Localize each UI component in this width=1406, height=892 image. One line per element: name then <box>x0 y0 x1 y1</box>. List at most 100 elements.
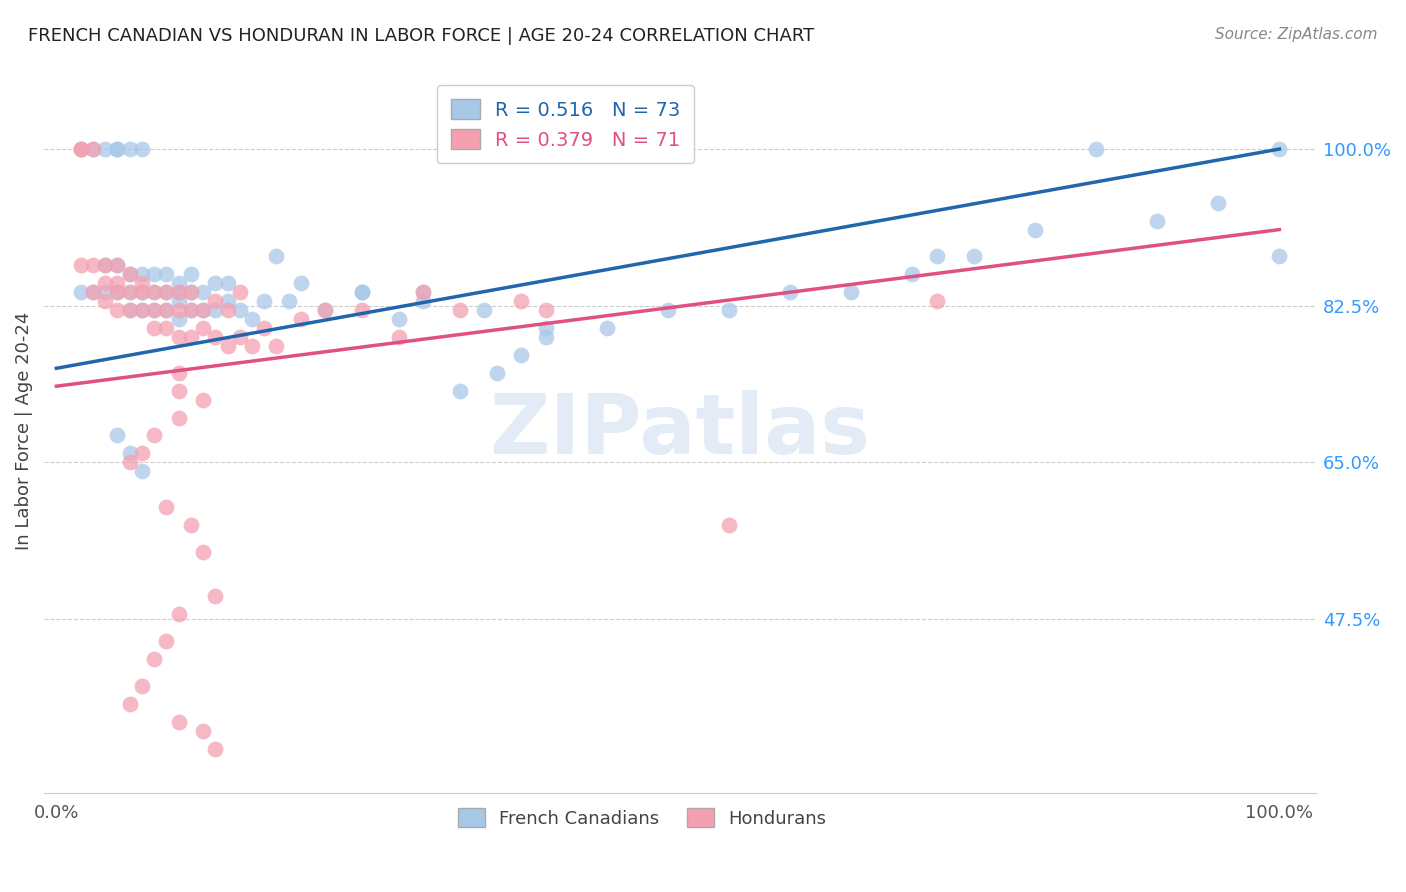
Point <box>107 142 129 156</box>
Point <box>204 590 226 604</box>
Point <box>290 277 312 291</box>
Point <box>131 679 153 693</box>
Point <box>217 277 239 291</box>
Point <box>107 259 129 273</box>
Point <box>229 285 252 300</box>
Point <box>167 294 190 309</box>
Point <box>217 339 239 353</box>
Point <box>191 545 214 559</box>
Point <box>191 723 214 738</box>
Point <box>94 259 117 273</box>
Point <box>596 321 619 335</box>
Point <box>143 285 166 300</box>
Point <box>449 303 471 318</box>
Point <box>167 366 190 380</box>
Point <box>204 294 226 309</box>
Point <box>240 339 263 353</box>
Point <box>167 285 190 300</box>
Point <box>1268 142 1291 156</box>
Y-axis label: In Labor Force | Age 20-24: In Labor Force | Age 20-24 <box>15 311 32 550</box>
Point <box>69 142 91 156</box>
Text: ZIPatlas: ZIPatlas <box>489 391 870 472</box>
Point <box>131 464 153 478</box>
Point <box>925 294 948 309</box>
Point <box>94 285 117 300</box>
Point <box>155 285 177 300</box>
Point <box>839 285 862 300</box>
Point <box>118 285 141 300</box>
Point <box>69 142 91 156</box>
Point <box>534 303 557 318</box>
Point <box>131 446 153 460</box>
Point <box>485 366 508 380</box>
Point <box>107 259 129 273</box>
Point <box>155 303 177 318</box>
Point <box>167 410 190 425</box>
Point <box>412 285 434 300</box>
Point <box>107 285 129 300</box>
Point <box>510 294 533 309</box>
Point <box>779 285 801 300</box>
Point <box>1146 213 1168 227</box>
Point <box>143 652 166 666</box>
Point <box>118 303 141 318</box>
Point <box>107 303 129 318</box>
Point <box>1206 195 1229 210</box>
Point <box>217 303 239 318</box>
Point <box>217 294 239 309</box>
Point <box>131 277 153 291</box>
Point <box>155 268 177 282</box>
Point <box>94 142 117 156</box>
Point <box>388 312 411 326</box>
Point <box>1084 142 1107 156</box>
Point <box>131 268 153 282</box>
Text: FRENCH CANADIAN VS HONDURAN IN LABOR FORCE | AGE 20-24 CORRELATION CHART: FRENCH CANADIAN VS HONDURAN IN LABOR FOR… <box>28 27 814 45</box>
Point <box>204 277 226 291</box>
Point <box>94 277 117 291</box>
Point <box>167 714 190 729</box>
Point <box>94 259 117 273</box>
Point <box>167 607 190 622</box>
Point <box>82 285 104 300</box>
Point <box>118 268 141 282</box>
Point <box>534 321 557 335</box>
Point <box>314 303 336 318</box>
Point <box>180 285 202 300</box>
Point <box>118 446 141 460</box>
Point <box>143 428 166 442</box>
Point <box>180 303 202 318</box>
Point <box>167 277 190 291</box>
Point <box>180 285 202 300</box>
Point <box>229 303 252 318</box>
Point <box>290 312 312 326</box>
Point <box>191 303 214 318</box>
Point <box>253 321 276 335</box>
Point <box>534 330 557 344</box>
Point <box>167 330 190 344</box>
Point <box>717 303 740 318</box>
Point <box>412 285 434 300</box>
Point <box>143 321 166 335</box>
Point <box>118 142 141 156</box>
Point <box>449 384 471 398</box>
Point <box>901 268 924 282</box>
Point <box>69 259 91 273</box>
Point <box>657 303 679 318</box>
Point <box>266 339 288 353</box>
Point <box>191 303 214 318</box>
Point <box>1268 249 1291 263</box>
Point <box>167 303 190 318</box>
Point <box>180 517 202 532</box>
Point <box>155 303 177 318</box>
Point <box>240 312 263 326</box>
Point <box>191 285 214 300</box>
Point <box>204 330 226 344</box>
Point <box>155 634 177 648</box>
Point <box>118 268 141 282</box>
Point <box>143 268 166 282</box>
Point <box>155 321 177 335</box>
Point <box>352 285 374 300</box>
Point <box>1024 222 1046 236</box>
Point <box>107 277 129 291</box>
Point <box>204 303 226 318</box>
